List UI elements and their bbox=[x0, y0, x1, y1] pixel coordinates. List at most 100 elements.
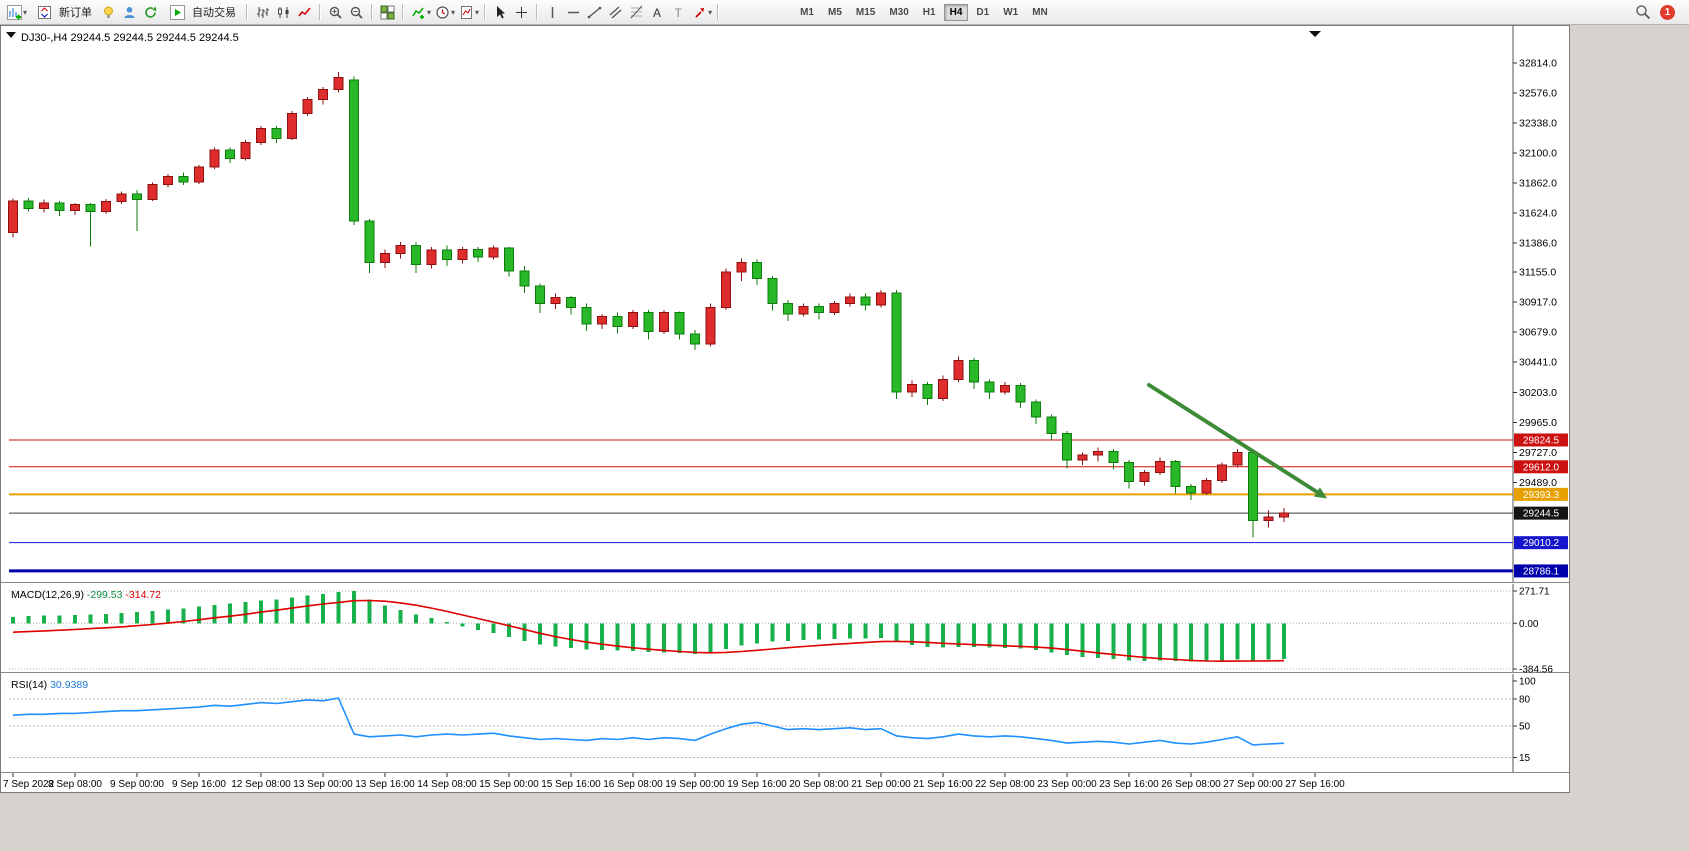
svg-text:30917.0: 30917.0 bbox=[1519, 297, 1557, 309]
indicators-icon[interactable] bbox=[408, 2, 429, 22]
svg-text:100: 100 bbox=[1519, 677, 1536, 688]
zoom-in-icon[interactable] bbox=[325, 2, 346, 22]
svg-text:23 Sep 16:00: 23 Sep 16:00 bbox=[1099, 779, 1159, 790]
macd-panel: 271.71 0.00 -384.56 MACD(12,26,9) -299.53 -… bbox=[9, 587, 1553, 676]
notification-badge[interactable]: 1 bbox=[1660, 4, 1675, 20]
arrows-caret-icon[interactable]: ▾ bbox=[708, 7, 713, 17]
svg-text:13 Sep 00:00: 13 Sep 00:00 bbox=[293, 779, 353, 790]
search-icon[interactable] bbox=[1632, 2, 1653, 22]
svg-text:A: A bbox=[653, 6, 661, 20]
svg-text:15: 15 bbox=[1519, 753, 1531, 764]
autotrading-button[interactable]: 自动交易 bbox=[161, 1, 242, 23]
svg-text:21 Sep 16:00: 21 Sep 16:00 bbox=[913, 779, 973, 790]
toolbar-separator bbox=[717, 4, 720, 20]
candlestick-chart-icon[interactable] bbox=[273, 2, 294, 22]
new-chart-icon[interactable] bbox=[4, 2, 25, 22]
svg-text:30679.0: 30679.0 bbox=[1519, 327, 1557, 339]
trend-arrow-annotation[interactable] bbox=[1147, 383, 1328, 499]
svg-text:26 Sep 08:00: 26 Sep 08:00 bbox=[1161, 779, 1221, 790]
trendline-icon[interactable] bbox=[584, 2, 605, 22]
candlesticks bbox=[8, 72, 1289, 538]
autotrading-label: 自动交易 bbox=[192, 7, 237, 19]
tile-windows-icon[interactable] bbox=[377, 2, 398, 22]
price-axis: 32814.0 32576.0 32338.0 32100.0 31862.0 31624… bbox=[1, 26, 1569, 774]
refresh-icon[interactable] bbox=[140, 2, 161, 22]
svg-text:0.00: 0.00 bbox=[1519, 619, 1539, 630]
timeframe-mn-button[interactable]: MN bbox=[1032, 6, 1048, 18]
timeframe-toolbar: M1 M5 M15 M30 H1 H4 D1 W1 MN bbox=[793, 3, 1055, 21]
channel-icon[interactable] bbox=[605, 2, 626, 22]
toolbar-separator bbox=[246, 4, 249, 20]
svg-text:29244.5: 29244.5 bbox=[1523, 509, 1560, 520]
bulb-icon[interactable] bbox=[98, 2, 119, 22]
svg-text:31155.0: 31155.0 bbox=[1519, 267, 1556, 279]
new-order-button[interactable]: 新订单 bbox=[28, 1, 98, 23]
svg-text:13 Sep 16:00: 13 Sep 16:00 bbox=[355, 779, 415, 790]
arrows-icon[interactable] bbox=[689, 2, 710, 22]
new-chart-caret-icon[interactable]: ▾ bbox=[23, 7, 28, 17]
svg-text:32338.0: 32338.0 bbox=[1519, 118, 1557, 130]
timeframe-m30-button[interactable]: M30 bbox=[889, 6, 909, 18]
svg-text:271.71: 271.71 bbox=[1519, 587, 1550, 598]
macd-histogram bbox=[11, 591, 1286, 662]
svg-text:9 Sep 00:00: 9 Sep 00:00 bbox=[110, 779, 164, 790]
svg-text:28786.1: 28786.1 bbox=[1523, 566, 1560, 577]
svg-text:-384.56: -384.56 bbox=[1519, 665, 1553, 676]
periods-caret-icon[interactable]: ▾ bbox=[451, 7, 456, 17]
text-icon[interactable]: A bbox=[647, 2, 668, 22]
indicators-caret-icon[interactable]: ▾ bbox=[427, 7, 432, 17]
svg-text:21 Sep 00:00: 21 Sep 00:00 bbox=[851, 779, 911, 790]
timeframe-m15-button[interactable]: M15 bbox=[855, 6, 876, 18]
svg-text:22 Sep 08:00: 22 Sep 08:00 bbox=[975, 779, 1035, 790]
timeframe-d1-button[interactable]: D1 bbox=[976, 6, 990, 18]
crosshair-icon[interactable] bbox=[511, 2, 532, 22]
periods-icon[interactable] bbox=[432, 2, 453, 22]
fibonacci-icon[interactable] bbox=[626, 2, 647, 22]
label-icon[interactable]: T bbox=[668, 2, 689, 22]
svg-text:31624.0: 31624.0 bbox=[1519, 208, 1557, 220]
chart-canvas[interactable]: 32814.0 32576.0 32338.0 32100.0 31862.0 31624… bbox=[1, 26, 1569, 792]
svg-text:19 Sep 16:00: 19 Sep 16:00 bbox=[727, 779, 787, 790]
horizontal-line-icon[interactable] bbox=[563, 2, 584, 22]
svg-text:29489.0: 29489.0 bbox=[1519, 477, 1557, 489]
rsi-label: RSI(14) 30.9389 bbox=[11, 679, 88, 691]
toolbar-separator bbox=[371, 4, 374, 20]
svg-text:29393.3: 29393.3 bbox=[1523, 490, 1560, 501]
cursor-icon[interactable] bbox=[490, 2, 511, 22]
svg-text:29727.0: 29727.0 bbox=[1519, 447, 1557, 459]
vertical-line-icon[interactable] bbox=[542, 2, 563, 22]
timeframe-m1-button[interactable]: M1 bbox=[800, 6, 814, 18]
zoom-out-icon[interactable] bbox=[346, 2, 367, 22]
svg-text:32100.0: 32100.0 bbox=[1519, 148, 1557, 160]
toolbar-separator bbox=[319, 4, 322, 20]
toolbar-separator bbox=[536, 4, 539, 20]
svg-text:29010.2: 29010.2 bbox=[1523, 538, 1560, 549]
templates-icon[interactable] bbox=[456, 2, 477, 22]
svg-text:15 Sep 00:00: 15 Sep 00:00 bbox=[479, 779, 539, 790]
timeframe-m5-button[interactable]: M5 bbox=[827, 6, 842, 18]
chart-info-line: DJ30-,H4 29244.5 29244.5 29244.5 29244.5 bbox=[6, 31, 1321, 44]
svg-text:27 Sep 16:00: 27 Sep 16:00 bbox=[1285, 779, 1345, 790]
profile-icon[interactable] bbox=[119, 2, 140, 22]
svg-text:T: T bbox=[675, 6, 683, 20]
one-click-trading-toggle-icon bbox=[6, 32, 16, 38]
bar-chart-icon[interactable] bbox=[252, 2, 273, 22]
new-order-icon bbox=[34, 2, 55, 22]
svg-text:30441.0: 30441.0 bbox=[1519, 357, 1557, 369]
timeframe-h1-button[interactable]: H1 bbox=[922, 6, 936, 18]
templates-caret-icon[interactable]: ▾ bbox=[475, 7, 480, 17]
svg-text:23 Sep 00:00: 23 Sep 00:00 bbox=[1037, 779, 1097, 790]
line-chart-icon[interactable] bbox=[294, 2, 315, 22]
timeframe-w1-button[interactable]: W1 bbox=[1003, 6, 1019, 18]
macd-label: MACD(12,26,9) -299.53 -314.72 bbox=[11, 589, 161, 601]
price-tags: 29824.5 29612.0 29393.3 29244.5 29010.2 28786… bbox=[1514, 433, 1568, 578]
svg-text:12 Sep 08:00: 12 Sep 08:00 bbox=[231, 779, 291, 790]
timeframe-h4-button[interactable]: H4 bbox=[943, 3, 969, 21]
shift-marker-icon bbox=[1309, 31, 1321, 37]
svg-text:8 Sep 08:00: 8 Sep 08:00 bbox=[48, 779, 102, 790]
horizontal-level-lines[interactable] bbox=[9, 439, 1513, 573]
svg-text:7 Sep 2022: 7 Sep 2022 bbox=[3, 779, 55, 790]
toolbar-separator bbox=[484, 4, 487, 20]
svg-text:16 Sep 08:00: 16 Sep 08:00 bbox=[603, 779, 663, 790]
